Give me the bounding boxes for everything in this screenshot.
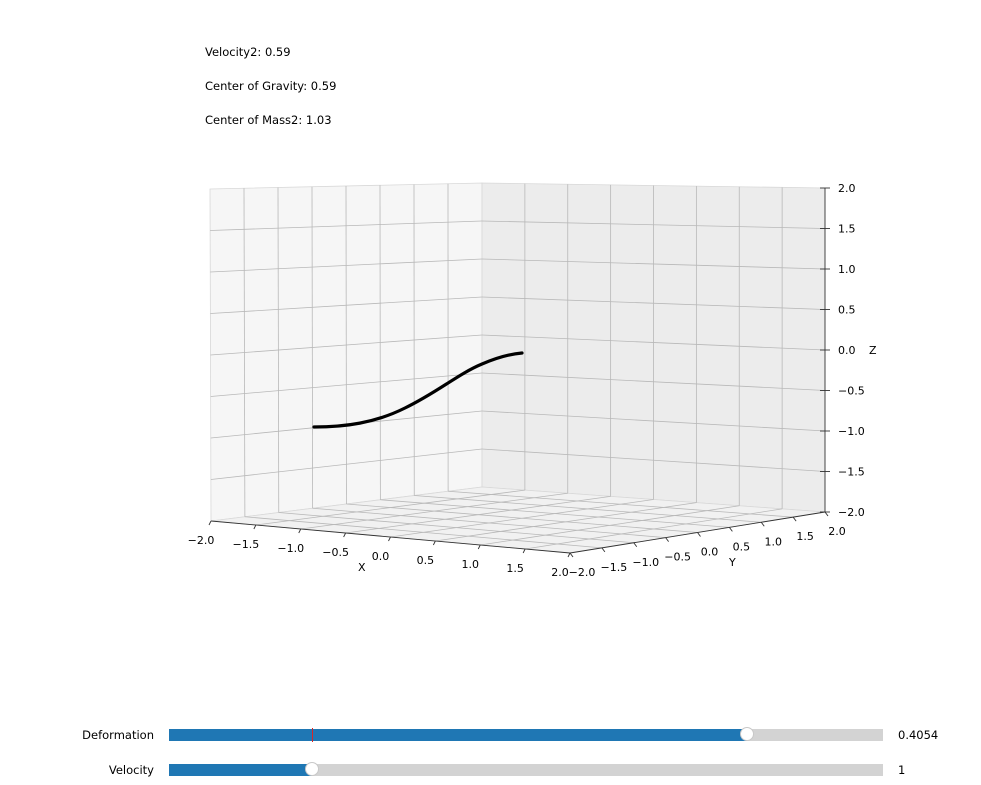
deformation-slider-fill [169, 729, 748, 741]
deformation-slider-handle[interactable] [740, 727, 755, 741]
grid-lines [210, 183, 826, 550]
velocity-slider[interactable] [169, 762, 883, 776]
velocity-slider-fill [169, 764, 312, 776]
deformation-slider[interactable] [169, 727, 883, 742]
z-tick-label: 1.5 [838, 223, 856, 236]
3d-plot[interactable]: −2.0 −1.5 −1.0 −0.5 0.0 0.5 1.0 1.5 2.0 −2.0 −1.5−… [0, 0, 981, 600]
center-of-gravity-readout: Center of Gravity: 0.59 [205, 79, 337, 93]
x-tick-label: 0.5 [417, 554, 435, 567]
z-tick-label: −2.0 [838, 506, 865, 519]
x-axis-label: X [358, 561, 366, 574]
deformation-slider-value: 0.4054 [898, 728, 939, 742]
y-tick-label: 1.0 [765, 535, 783, 548]
y-tick-label: 0.5 [733, 540, 751, 553]
z-axis-label: Z [869, 344, 877, 357]
deformation-slider-row: Deformation 0.4054 [0, 725, 981, 745]
y-tick-label: 0.0 [701, 546, 719, 559]
y-tick-label: −1.5 [601, 561, 628, 574]
z-tick-label: 2.0 [838, 182, 856, 195]
z-tick-label: −0.5 [838, 385, 865, 398]
y-tick-label: 2.0 [828, 525, 846, 538]
z-tick-label: 0.0 [838, 344, 856, 357]
y-axis-label: Y [728, 556, 736, 569]
velocity-slider-label: Velocity [108, 763, 154, 777]
velocity2-readout: Velocity2: 0.59 [205, 45, 291, 59]
deformation-curve [312, 351, 524, 429]
z-tick-label: 1.0 [838, 263, 856, 276]
z-tick-label: 0.5 [838, 304, 856, 317]
x-tick-label: 1.0 [462, 558, 480, 571]
y-tick-label: −2.0 [569, 566, 596, 579]
x-tick-label: −0.5 [322, 546, 349, 559]
z-tick-label: −1.0 [838, 425, 865, 438]
axis-ticks: −2.0 −1.5 −1.0 −0.5 0.0 0.5 1.0 1.5 2.0 −2.0 −1.5−… [188, 182, 865, 579]
x-tick-label: −1.0 [277, 542, 304, 555]
y-tick-label: 1.5 [796, 530, 814, 543]
x-tick-label: −1.5 [233, 538, 260, 551]
z-tick-label: −1.5 [838, 466, 865, 479]
velocity-slider-value: 1 [898, 763, 906, 777]
deformation-initial-marker [311, 728, 313, 742]
velocity-slider-handle[interactable] [304, 762, 319, 776]
center-of-mass2-readout: Center of Mass2: 1.03 [205, 113, 332, 127]
y-tick-label: −1.0 [632, 556, 659, 569]
y-tick-label: −0.5 [664, 551, 691, 564]
velocity-slider-row: Velocity 1 [0, 760, 981, 780]
x-tick-label: 1.5 [506, 562, 524, 575]
deformation-slider-label: Deformation [82, 728, 154, 742]
x-tick-label: 0.0 [372, 550, 390, 563]
x-tick-label: 2.0 [551, 566, 569, 579]
x-tick-label: −2.0 [188, 534, 215, 547]
